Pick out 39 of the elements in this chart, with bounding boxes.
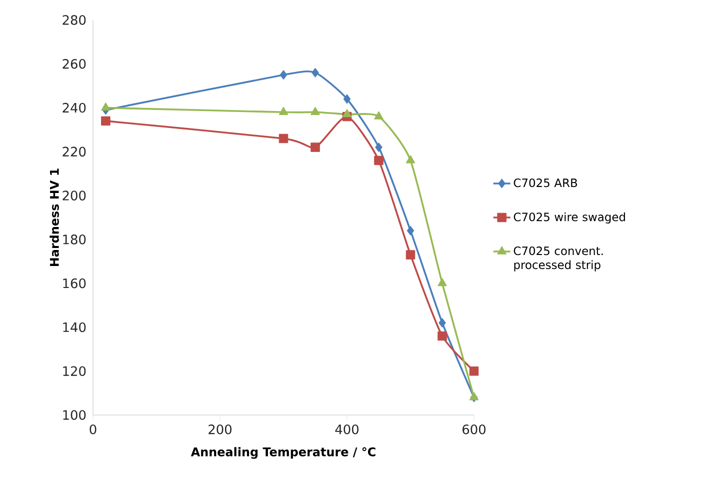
point: [310, 142, 320, 152]
point: [374, 156, 384, 166]
point: [280, 70, 288, 80]
y-tick-label: 260: [62, 58, 86, 69]
point: [469, 366, 479, 376]
point: [438, 278, 447, 286]
point: [374, 111, 384, 120]
x-tick-label: 200: [208, 424, 232, 434]
x-axis-title: Annealing Temperature / °C: [190, 447, 376, 459]
y-axis-title: Hardness HV 1: [50, 168, 59, 266]
legend-label: C7025 wire swaged: [514, 212, 625, 224]
point: [406, 155, 416, 164]
point: [278, 134, 288, 144]
legend-label: C7025 convent. processed strip: [514, 246, 603, 272]
x-tick-label: 600: [462, 424, 486, 434]
point: [406, 250, 416, 260]
y-tick-label: 180: [63, 234, 86, 244]
y-tick-label: 280: [62, 15, 86, 25]
point: [312, 68, 319, 78]
point: [375, 142, 382, 152]
y-tick-label: 200: [62, 190, 86, 200]
x-tick-label: 0: [90, 424, 96, 434]
point: [100, 102, 110, 111]
point: [101, 116, 110, 126]
y-tick-label: 100: [63, 410, 86, 420]
point: [406, 226, 414, 236]
point: [438, 318, 446, 328]
point: [438, 331, 447, 341]
point: [278, 106, 288, 116]
y-tick-label: 120: [63, 366, 86, 376]
point: [310, 106, 320, 116]
x-tick-label: 400: [335, 424, 358, 434]
y-tick-label: 140: [63, 322, 86, 332]
point: [343, 94, 351, 104]
legend-label: C7025 ARB: [514, 178, 578, 188]
y-tick-label: 160: [63, 278, 86, 288]
point: [342, 108, 352, 118]
y-tick-label: 240: [62, 102, 86, 113]
y-tick-label: 220: [62, 146, 86, 157]
